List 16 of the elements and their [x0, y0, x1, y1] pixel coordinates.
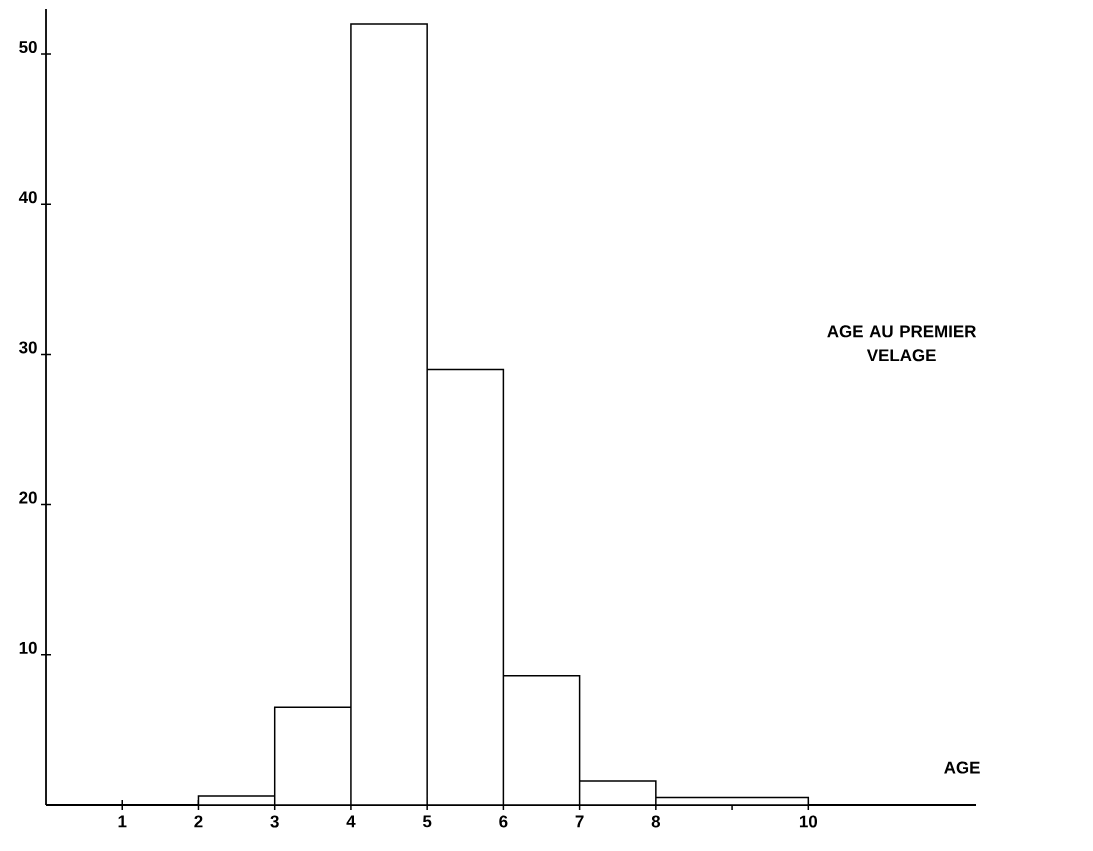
- x-tick-label: 1: [118, 815, 127, 828]
- y-tick-label: 30: [19, 341, 37, 354]
- x-tick-label: 8: [651, 815, 661, 828]
- x-tick-label: 5: [422, 815, 432, 828]
- x-tick-label: 7: [575, 815, 584, 828]
- y-tick-label: 10: [19, 641, 37, 654]
- y-tick-label: 20: [19, 491, 37, 504]
- x-tick-label: 3: [270, 815, 279, 828]
- y-tick-label: 40: [18, 191, 37, 204]
- x-tick-label: 2: [194, 815, 203, 828]
- x-tick-label: 6: [499, 815, 508, 828]
- y-tick-label: 50: [19, 41, 37, 54]
- x-tick-label: 10: [799, 815, 818, 828]
- x-axis-title: AGE: [944, 761, 980, 774]
- text: AGE AU PREMIER VELAGE: [827, 325, 977, 362]
- x-tick-label: 4: [346, 815, 356, 828]
